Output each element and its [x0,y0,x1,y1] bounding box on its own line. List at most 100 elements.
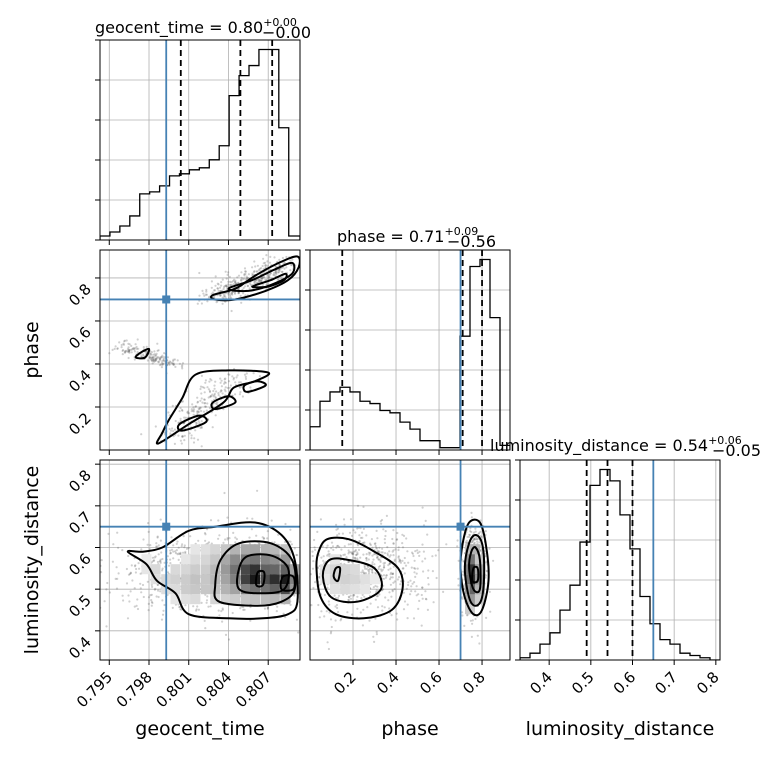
sample-point [258,278,261,282]
sample-point [150,593,153,596]
sample-point [230,281,233,284]
sample-point [151,362,154,365]
sample-point [352,594,355,597]
sample-point [191,403,194,406]
sample-point [221,289,224,292]
sample-point [473,537,476,540]
sample-point [381,609,384,612]
sample-point [204,381,207,384]
sample-point [395,612,398,615]
sample-point [221,278,224,281]
sample-point [318,616,321,619]
sample-point [398,560,401,563]
density-cell [280,544,291,555]
sample-point [351,552,354,555]
sample-point [266,607,269,611]
sample-point [166,555,169,558]
sample-point [305,546,307,548]
sample-point [284,522,287,526]
sample-point [303,582,305,584]
sample-point [349,597,353,600]
sample-point [156,583,159,586]
sample-point [336,606,339,610]
sample-point [209,395,212,398]
sample-point [221,607,224,610]
sample-point [118,341,121,344]
sample-point [415,594,418,597]
sample-point [200,409,203,413]
sample-point [140,591,143,594]
sample-point [177,434,180,437]
sample-point [261,536,264,539]
sample-point [351,613,354,616]
title-phase: phase = 0.71+0.09 [337,225,478,246]
sample-point [176,540,179,543]
sample-point [413,567,416,570]
sample-point [203,391,206,394]
sample-point [383,541,387,545]
sample-point [161,362,164,365]
sample-point [356,551,359,554]
sample-point [181,400,184,403]
sample-point [351,551,354,554]
sample-point [411,582,414,585]
sample-point [205,288,208,291]
sample-point [251,272,254,275]
sample-point [117,546,120,549]
sample-point [379,520,382,523]
xlabel-geocent-time: geocent_time [135,718,264,740]
sample-point [406,603,409,606]
density-cell [230,574,241,585]
sample-point [335,546,338,549]
sample-point [205,601,208,604]
density-cell [240,564,251,575]
sample-point [382,562,385,565]
sample-point [206,528,209,531]
sample-point [377,558,380,561]
sample-point [355,553,358,557]
sample-point [260,279,263,282]
sample-point [334,619,337,622]
sample-point [150,358,153,361]
sample-point [317,603,320,607]
sample-point [225,277,228,280]
sample-point [216,403,219,406]
sample-point [142,346,145,349]
sample-point [130,348,133,351]
sample-point [216,287,219,290]
sample-point [414,590,417,593]
sample-point [312,560,315,563]
sample-point [159,539,162,542]
contour-line [471,565,480,584]
title-geocent-time: geocent_time = 0.80+0.00 [95,16,297,38]
sample-point [161,567,164,570]
sample-point [249,619,252,622]
sample-point [160,355,163,359]
sample-point [376,556,379,559]
sample-point [377,565,380,569]
sample-point [229,384,232,387]
sample-point [213,392,216,395]
title-geocent-time-lower: −0.00 [262,23,311,42]
sample-point [360,597,363,600]
sample-point [244,270,247,273]
sample-point [354,556,357,560]
sample-point [265,283,268,286]
sample-point [421,586,424,589]
sample-point [221,296,224,299]
sample-point [311,567,315,570]
x-tick-label: 0.7 [651,668,681,698]
density-cell [360,584,371,595]
density-cell [170,584,181,595]
density-cell [201,544,211,555]
sample-point [181,362,185,365]
sample-point [123,339,126,342]
sample-point [385,574,388,577]
sample-point [174,419,177,423]
sample-point [399,580,403,583]
sample-point [162,609,165,612]
contour-line [213,540,297,607]
sample-point [199,406,202,409]
sample-point [342,553,345,557]
sample-point [172,557,175,560]
